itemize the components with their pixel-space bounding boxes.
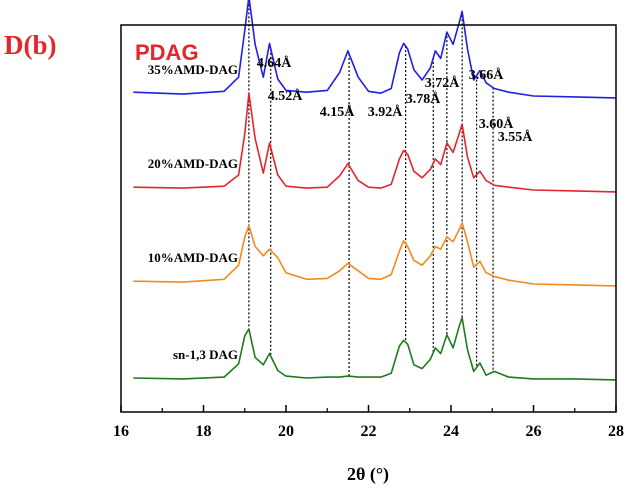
- x-tick-label-4: 24: [443, 423, 459, 440]
- peak-annotation-1: 4.52Å: [268, 88, 304, 104]
- x-tick-label-1: 18: [196, 423, 212, 440]
- x-tick-label-2: 20: [278, 423, 294, 440]
- x-axis-tick-labels: 16 18 20 22 24 26 28: [113, 423, 624, 440]
- x-axis-ticks: [120, 405, 617, 412]
- peak-annotation-4: 3.78Å: [406, 91, 442, 107]
- peak-annotation-8: 3.55Å: [498, 129, 534, 145]
- panel-label: D(b): [4, 30, 57, 60]
- series-line-2: [133, 222, 617, 287]
- x-tick-label-6: 28: [608, 423, 624, 440]
- peak-annotation-7: 3.60Å: [479, 116, 515, 132]
- peak-annotation-5: 3.72Å: [425, 75, 461, 91]
- dashed-guides: [248, 0, 494, 377]
- series-line-1: [133, 92, 617, 193]
- chart-title: PDAG: [135, 40, 199, 65]
- x-axis-label: 2θ (°): [347, 464, 389, 485]
- series-lines: [133, 0, 617, 381]
- series-labels: 35%AMD-DAG 20%AMD-DAG 10%AMD-DAG sn-1,3 DAG: [148, 62, 238, 362]
- x-tick-label-3: 22: [361, 423, 377, 440]
- peak-annotation-2: 4.15Å: [320, 104, 356, 120]
- series-label-3: sn-1,3 DAG: [173, 347, 238, 362]
- series-line-0: [133, 0, 617, 99]
- series-label-0: 35%AMD-DAG: [148, 62, 238, 77]
- x-tick-label-5: 26: [526, 423, 542, 440]
- x-tick-label-0: 16: [113, 423, 129, 440]
- peak-annotation-3: 3.92Å: [368, 104, 404, 120]
- series-label-2: 10%AMD-DAG: [148, 250, 238, 265]
- peak-annotation-0: 4.64Å: [257, 55, 293, 71]
- series-line-3: [133, 316, 617, 381]
- series-label-1: 20%AMD-DAG: [148, 156, 238, 171]
- peak-annotation-6: 3.66Å: [469, 67, 505, 83]
